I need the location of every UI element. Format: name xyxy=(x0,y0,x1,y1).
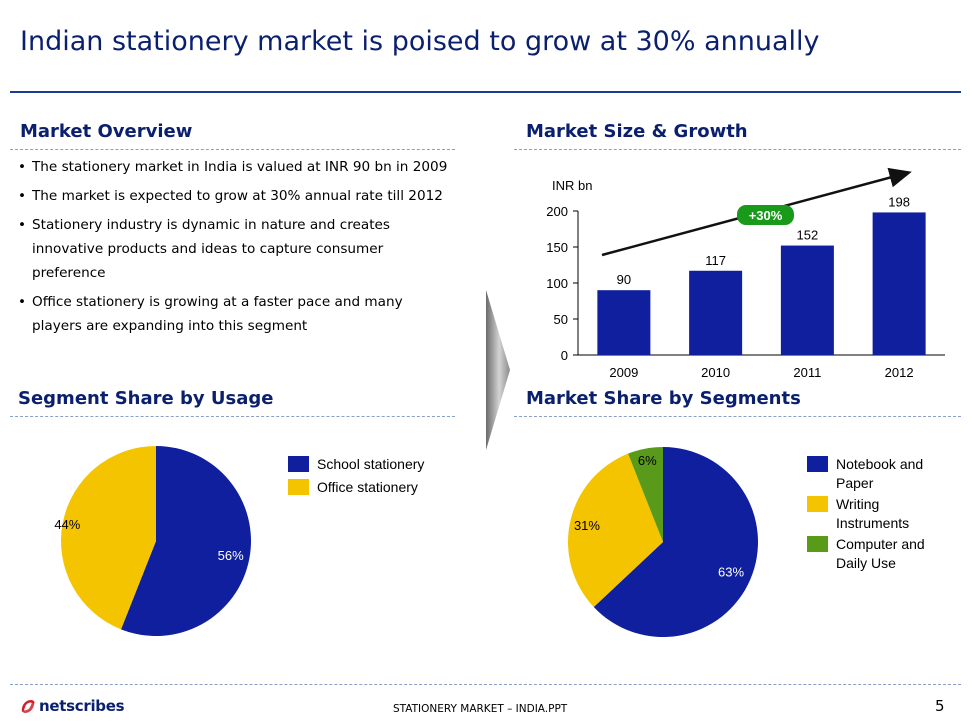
growth-divider xyxy=(514,149,961,150)
segments-divider xyxy=(514,416,961,417)
bar-value-label: 152 xyxy=(797,228,819,243)
bar-y-tick-label: 150 xyxy=(546,240,568,255)
bar-category-label: 2011 xyxy=(793,365,821,380)
pie-value-label: 6% xyxy=(638,453,657,468)
overview-heading: Market Overview xyxy=(20,121,193,142)
bar-y-tick-label: 0 xyxy=(561,348,568,363)
bar xyxy=(872,212,926,355)
netscribes-logo-icon xyxy=(21,700,35,713)
overview-bullet: The market is expected to grow at 30% an… xyxy=(18,184,448,208)
growth-heading: Market Size & Growth xyxy=(526,121,748,142)
bar-y-tick-label: 50 xyxy=(554,312,568,327)
brand-name: netscribes xyxy=(39,697,125,715)
segments-heading: Market Share by Segments xyxy=(526,388,801,409)
legend-item-school: School stationery xyxy=(288,455,424,474)
pie-slice xyxy=(568,453,663,608)
bar-y-tick-label: 100 xyxy=(546,276,568,291)
usage-legend: School stationery Office stationery xyxy=(288,455,424,501)
legend-swatch xyxy=(288,456,309,472)
pie-slice xyxy=(60,446,156,630)
pie-value-label: 56% xyxy=(218,548,244,563)
bar-marks: 90 2009 117 2010 152 2011 198 2012 xyxy=(597,194,926,380)
bar-category-label: 2009 xyxy=(609,365,638,380)
overview-bullet: Stationery industry is dynamic in nature… xyxy=(18,213,448,285)
pie-slice xyxy=(593,447,758,637)
page-title: Indian stationery market is poised to gr… xyxy=(20,26,820,57)
overview-bullet: Office stationery is growing at a faster… xyxy=(18,290,448,338)
brand-logo: netscribes xyxy=(20,697,125,715)
bar-value-label: 90 xyxy=(617,272,631,287)
pie-slice xyxy=(628,447,663,542)
legend-swatch xyxy=(288,479,309,495)
usage-pie-chart: 56% 44% xyxy=(54,446,251,636)
page-number: 5 xyxy=(935,697,945,715)
usage-divider xyxy=(10,416,455,417)
bar-chart: INR bn 0 50 100 150 200 90 2009 117 2010 152 2011… xyxy=(546,167,945,380)
bar xyxy=(689,270,743,355)
legend-label: Writing Instruments xyxy=(836,496,910,531)
legend-label: Computer and Daily Use xyxy=(836,536,925,571)
segments-legend: Notebook and Paper Writing Instruments C… xyxy=(807,455,957,577)
segments-pie-chart: 63% 31% 6% xyxy=(568,447,758,637)
legend-label: Office stationery xyxy=(317,479,418,495)
legend-label: Notebook and Paper xyxy=(836,456,924,491)
bar-y-axis-label: INR bn xyxy=(552,178,592,193)
growth-badge-label: +30% xyxy=(749,208,783,223)
pie-value-label: 44% xyxy=(54,517,80,532)
legend-item-writing: Writing Instruments xyxy=(807,495,957,533)
bar-value-label: 117 xyxy=(705,253,726,268)
pie-value-label: 63% xyxy=(718,564,744,579)
overview-bullet-list: The stationery market in India is valued… xyxy=(18,155,448,343)
legend-item-computer: Computer and Daily Use xyxy=(807,535,957,573)
flow-arrow-icon xyxy=(486,290,510,450)
bar xyxy=(597,290,651,355)
pie-value-label: 31% xyxy=(574,518,600,533)
footer-divider xyxy=(10,684,961,685)
bar-y-ticks: 0 50 100 150 200 xyxy=(546,204,578,363)
bar xyxy=(780,245,834,355)
bar-category-label: 2012 xyxy=(885,365,914,380)
bar-y-tick-label: 200 xyxy=(546,204,568,219)
overview-bullet: The stationery market in India is valued… xyxy=(18,155,448,179)
title-divider xyxy=(10,91,961,93)
legend-swatch xyxy=(807,496,828,512)
bar-value-label: 198 xyxy=(888,194,910,209)
overview-divider xyxy=(10,149,455,150)
usage-heading: Segment Share by Usage xyxy=(18,388,274,409)
legend-label: School stationery xyxy=(317,456,425,472)
legend-item-notebook: Notebook and Paper xyxy=(807,455,957,493)
footer-document-name: STATIONERY MARKET – INDIA.PPT xyxy=(393,703,568,715)
legend-swatch xyxy=(807,536,828,552)
legend-swatch xyxy=(807,456,828,472)
bar-category-label: 2010 xyxy=(701,365,730,380)
growth-badge xyxy=(737,205,794,225)
pie-slice xyxy=(121,446,251,636)
legend-item-office: Office stationery xyxy=(288,478,424,497)
